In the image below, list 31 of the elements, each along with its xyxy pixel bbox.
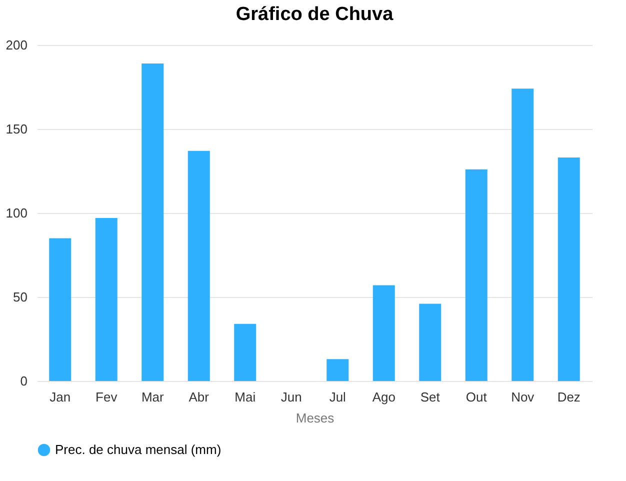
x-tick-label: Dez <box>557 390 580 404</box>
bar <box>234 324 256 381</box>
bar <box>188 150 210 381</box>
x-tick-label: Out <box>466 390 488 404</box>
legend-label: Prec. de chuva mensal (mm) <box>55 442 222 457</box>
bar <box>558 158 580 381</box>
x-tick-label: Abr <box>188 390 210 404</box>
x-tick-label: Nov <box>511 390 535 404</box>
bar <box>326 359 349 381</box>
y-tick-label: 150 <box>6 122 28 136</box>
bar <box>95 218 118 381</box>
x-tick-label: Jul <box>329 390 346 404</box>
x-tick-label: Ago <box>372 390 396 404</box>
bar <box>512 88 534 381</box>
x-tick-label: Mai <box>234 390 256 404</box>
x-axis-title: Meses <box>296 410 335 426</box>
y-tick-label: 0 <box>20 374 28 388</box>
y-tick-label: 200 <box>6 38 28 52</box>
y-tick-label: 50 <box>13 290 28 304</box>
bar <box>465 169 488 381</box>
x-tick-label: Mar <box>141 390 164 404</box>
chart-title: Gráfico de Chuva <box>236 4 394 25</box>
x-tick-label: Jun <box>280 390 302 404</box>
y-tick-label: 100 <box>6 206 28 220</box>
bar <box>49 238 72 381</box>
bar <box>419 304 442 381</box>
bar <box>372 285 395 381</box>
x-tick-label: Set <box>420 390 440 404</box>
x-tick-label: Fev <box>96 390 118 404</box>
bar <box>142 63 164 381</box>
x-tick-label: Jan <box>50 390 71 404</box>
